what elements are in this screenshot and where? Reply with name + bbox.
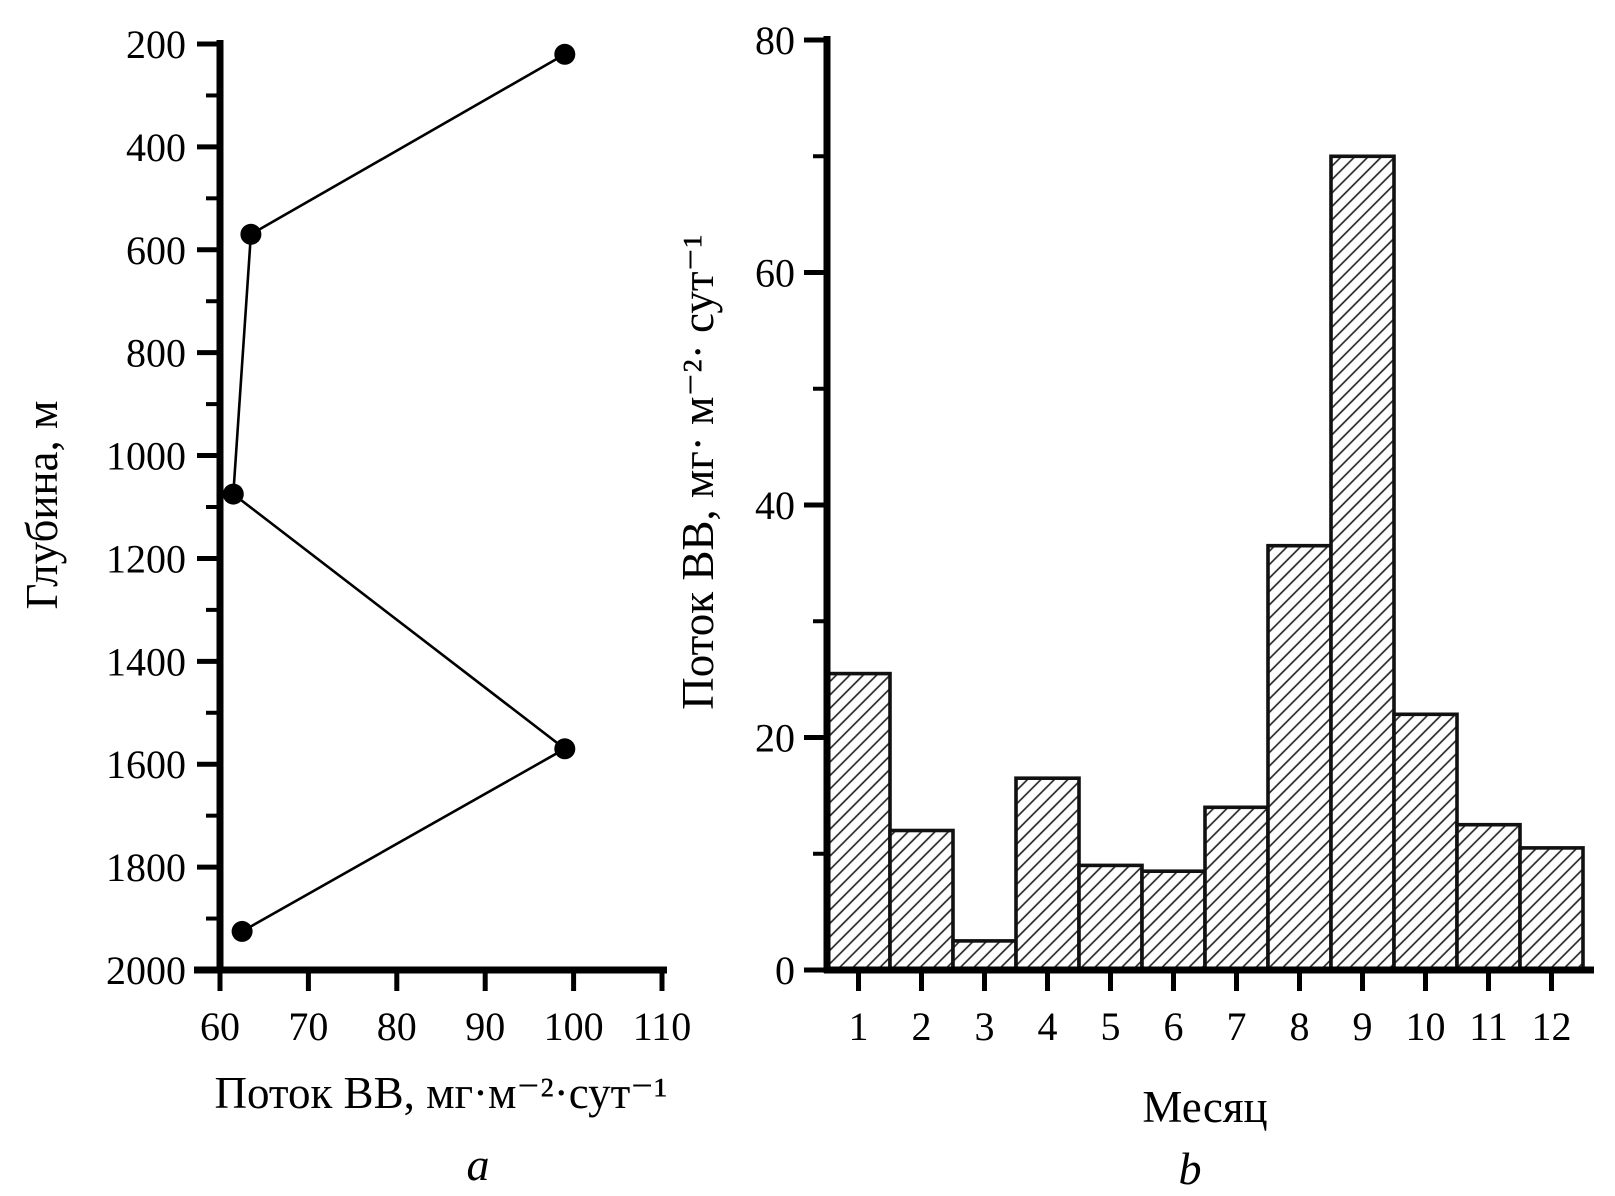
data-point [554, 738, 576, 760]
bar-month-10 [1392, 712, 1459, 972]
x-tick-label: 11 [1469, 1004, 1508, 1049]
y-tick-label: 1000 [106, 434, 186, 479]
bar-month-9 [1329, 154, 1396, 972]
chart-b-x-axis-title: Месяц [1142, 1082, 1267, 1132]
bar-month-1 [825, 671, 892, 972]
chart-b-y-axis-title: Поток ВВ, мг· м⁻²· сут⁻¹ [673, 234, 723, 710]
y-tick-label: 40 [755, 483, 795, 528]
x-tick-label: 4 [1038, 1004, 1058, 1049]
bar-month-6 [1140, 869, 1207, 972]
y-tick-label: 2000 [106, 948, 186, 993]
y-tick-label: 1800 [106, 845, 186, 890]
profile-line [231, 53, 568, 933]
bar-month-12 [1518, 846, 1585, 972]
y-tick-label: 60 [755, 251, 795, 296]
bar-month-5 [1077, 863, 1144, 972]
x-tick-label: 70 [288, 1004, 328, 1049]
x-tick-label: 110 [633, 1004, 692, 1049]
bar-month-7 [1203, 805, 1270, 972]
bar-month-4 [1014, 776, 1081, 972]
depth-profile-plot: 200 400 600 800 1000 1200 1400 1600 1800 2000 60 70… [106, 22, 691, 1049]
y-tick-label: 1400 [106, 639, 186, 684]
data-point [554, 43, 576, 65]
bar-month-8 [1266, 543, 1333, 972]
y-tick-label: 0 [775, 948, 795, 993]
x-tick-label: 100 [544, 1004, 604, 1049]
panel-label-a: a [467, 1139, 490, 1190]
y-tick-label: 80 [755, 18, 795, 63]
panel-label-b: b [1179, 1143, 1202, 1194]
bar-month-11 [1455, 822, 1522, 972]
y-tick-label: 20 [755, 716, 795, 761]
x-tick-label: 1 [849, 1004, 869, 1049]
y-tick-label: 1600 [106, 742, 186, 787]
x-tick-label: 5 [1101, 1004, 1121, 1049]
x-tick-label: 8 [1290, 1004, 1310, 1049]
y-tick-label: 400 [126, 125, 186, 170]
x-tick-label: 10 [1406, 1004, 1446, 1049]
x-tick-label: 60 [200, 1004, 240, 1049]
x-tick-label: 2 [912, 1004, 932, 1049]
x-tick-label: 3 [975, 1004, 995, 1049]
chart-a-x-axis-title: Поток ВВ, мг·м⁻²·сут⁻¹ [214, 1068, 667, 1118]
x-tick-label: 7 [1227, 1004, 1247, 1049]
chart-a-y-axis-title: Глубина, м [17, 400, 67, 609]
bar-month-3 [951, 939, 1018, 972]
y-tick-label: 200 [126, 22, 186, 67]
data-point [222, 483, 244, 505]
y-tick-label: 1200 [106, 536, 186, 581]
data-point [231, 920, 253, 942]
x-tick-label: 6 [1164, 1004, 1184, 1049]
data-point [240, 223, 262, 245]
x-tick-label: 9 [1353, 1004, 1373, 1049]
y-tick-label: 600 [126, 228, 186, 273]
y-tick-label: 800 [126, 331, 186, 376]
x-tick-label: 12 [1532, 1004, 1572, 1049]
bar-month-2 [888, 828, 955, 972]
x-tick-label: 90 [465, 1004, 505, 1049]
x-tick-label: 80 [377, 1004, 417, 1049]
